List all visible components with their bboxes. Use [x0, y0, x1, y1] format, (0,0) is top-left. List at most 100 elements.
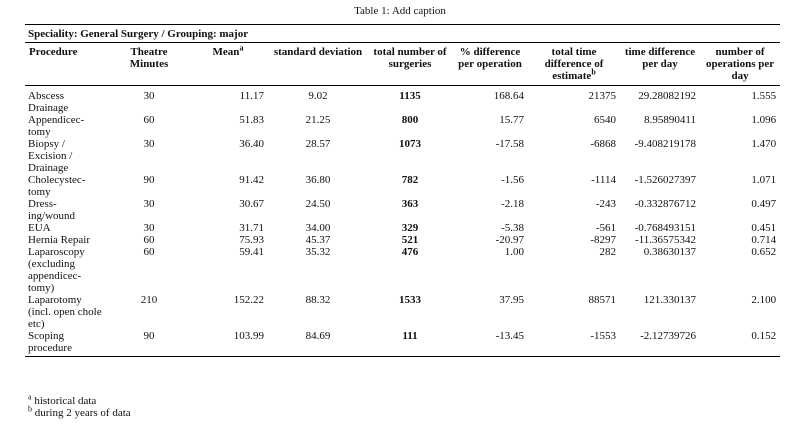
- table-cell: 0.497: [751, 198, 777, 210]
- header-label: Procedure: [29, 46, 78, 58]
- header-label: standard deviation: [273, 46, 363, 58]
- table-cell: 210: [140, 294, 158, 306]
- table: Speciality: General Surgery / Grouping: …: [25, 24, 781, 357]
- table-cell: -13.45: [452, 330, 528, 357]
- column-header: Theatre Minutes: [110, 42, 188, 86]
- table-cell: Laparoscopy (excluding appendicec- tomy): [28, 246, 85, 294]
- table-cell: 51.83: [239, 114, 264, 126]
- header-label: time difference per day: [624, 46, 696, 70]
- table-cell: 168.64: [493, 90, 524, 102]
- table-row: EUA 30 31.71 34.00 329 -5.38 -561 -0.768493151 0…: [25, 222, 780, 234]
- table-cell: 800: [401, 114, 419, 126]
- table-cell: 84.69: [268, 330, 368, 357]
- table-cell: -2.12739726: [620, 330, 700, 357]
- table-cell: 0.652: [751, 246, 777, 258]
- table-cell: 30: [143, 198, 155, 210]
- header-label: total time difference of estimate: [544, 46, 604, 82]
- table-cell: 37.95: [499, 294, 524, 306]
- table-cell: Appendicec- tomy: [28, 114, 85, 138]
- table-cell: -0.768493151: [634, 222, 696, 234]
- table-cell: -561: [595, 222, 616, 234]
- table-cell: 15.77: [499, 114, 524, 126]
- table-cell: Cholecystec- tomy: [28, 174, 86, 198]
- table-cell: 1.470: [751, 138, 777, 150]
- table-cell: Dress- ing/wound: [28, 198, 76, 222]
- column-header: % difference per operation: [452, 42, 528, 86]
- table-cell: -2.18: [501, 198, 524, 210]
- table-cell: 111: [368, 330, 452, 357]
- table-cell: 31.71: [239, 222, 264, 234]
- column-header: Procedure: [25, 42, 110, 86]
- table-cell: 1.00: [504, 246, 524, 258]
- table-cell: 152.22: [233, 294, 264, 306]
- table-cell: 782: [401, 174, 419, 186]
- table-cell: 59.41: [239, 246, 264, 258]
- table-cell: 35.32: [305, 246, 331, 258]
- table-row: Scoping procedure 90 103.99 84.69 111 -13.45-…: [25, 330, 781, 357]
- table-cell: 11.17: [239, 90, 264, 102]
- table-cell: 1073: [399, 138, 421, 150]
- table-cell: 521: [401, 234, 419, 246]
- table-row: Dress- ing/wound 30 30.67 24.50 363 -2.18 -243…: [25, 198, 780, 222]
- table-cell: -1.526027397: [634, 174, 696, 186]
- table-row: Abscess Drainage 30 11.17 9.02 1135 168.64 213…: [25, 86, 780, 115]
- table-cell: -20.97: [495, 234, 524, 246]
- table-cell: 24.50: [305, 198, 331, 210]
- table-cell: 21.25: [305, 114, 331, 126]
- column-header: total time difference of estimateb: [528, 42, 620, 86]
- table-cell: 30: [143, 138, 155, 150]
- footnotes: a historical data b during 2 years of dat…: [28, 392, 131, 419]
- table-cell: Scoping procedure: [25, 330, 110, 357]
- table-row: Appendicec- tomy 60 51.83 21.25 800 15.77 6540…: [25, 114, 780, 138]
- table-cell: -8297: [590, 234, 616, 246]
- table-cell: 0.152: [700, 330, 781, 357]
- header-label: Theatre Minutes: [129, 46, 169, 70]
- table-cell: Abscess Drainage: [28, 90, 69, 114]
- footnote: a historical data: [28, 392, 131, 407]
- footnote-mark: b: [591, 67, 596, 77]
- table-cell: 0.451: [751, 222, 777, 234]
- table-cell: 0.38630137: [643, 246, 696, 258]
- table-cell: 282: [599, 246, 617, 258]
- table-row: Laparoscopy (excluding appendicec- tomy)…: [25, 246, 780, 294]
- table-cell: 6540: [594, 114, 616, 126]
- table-cell: 28.57: [305, 138, 331, 150]
- table-cell: 2.100: [751, 294, 777, 306]
- table-cell: 121.330137: [643, 294, 696, 306]
- footnote-text: during 2 years of data: [34, 407, 131, 419]
- table-cell: 36.40: [239, 138, 264, 150]
- footnote-mark: a: [28, 392, 32, 402]
- table-cell: 60: [143, 114, 155, 126]
- table-cell: 1.555: [751, 90, 777, 102]
- table-cell: -11.36575342: [634, 234, 696, 246]
- header-label: total number of surgeries: [373, 46, 447, 70]
- table-cell: 329: [401, 222, 419, 234]
- footnote: b during 2 years of data: [28, 404, 131, 419]
- table-row: Hernia Repair 60 75.93 45.37 521 -20.97 -8297 -…: [25, 234, 780, 246]
- table-cell: 34.00: [305, 222, 331, 234]
- table-cell: 30: [143, 222, 155, 234]
- footnote-mark: b: [28, 404, 32, 414]
- table-cell: 75.93: [239, 234, 264, 246]
- footnote-mark: a: [239, 43, 244, 53]
- column-header: time difference per day: [620, 42, 700, 86]
- column-header: standard deviation: [268, 42, 368, 86]
- table-cell: 8.95890411: [644, 114, 696, 126]
- column-header: Meana: [188, 42, 268, 86]
- footnote-text: historical data: [34, 395, 97, 407]
- header-label: Mean: [212, 46, 240, 58]
- table-cell: 91.42: [239, 174, 264, 186]
- table-cell: 88571: [588, 294, 617, 306]
- table-cell: 45.37: [305, 234, 331, 246]
- table-cell: 29.28082192: [638, 90, 696, 102]
- table-cell: 90: [143, 174, 155, 186]
- table-cell: 1533: [399, 294, 421, 306]
- table-cell: -9.408219178: [634, 138, 696, 150]
- table-cell: 103.99: [188, 330, 268, 357]
- header-label: % difference per operation: [458, 46, 522, 70]
- column-header: number of operations per day: [700, 42, 781, 86]
- table-cell: 30.67: [239, 198, 264, 210]
- table-cell: 1.071: [751, 174, 777, 186]
- table-cell: 30: [143, 90, 155, 102]
